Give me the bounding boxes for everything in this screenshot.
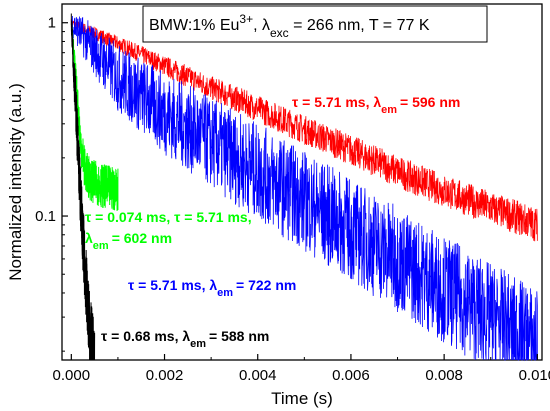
x-tick-label-5: 0.010 <box>519 367 550 384</box>
legend-frame <box>142 5 488 43</box>
annotation-green-line2: λem = 602 nm <box>85 230 172 252</box>
legend-box: BMW:1% Eu3+, λexc = 266 nm, T = 77 K <box>142 5 488 43</box>
x-tick-label-3: 0.006 <box>332 367 370 384</box>
plot-frame <box>61 3 543 361</box>
annotation-red: τ = 5.71 ms, λem = 596 nm <box>292 94 460 116</box>
annotation-green-line1: τ = 0.074 ms, τ = 5.71 ms, <box>85 209 252 225</box>
x-axis-title: Time (s) <box>271 389 333 408</box>
series-2-trace <box>70 22 119 211</box>
y-tick-label-0: 1 <box>48 15 56 32</box>
annotation-black: τ = 0.68 ms, λem = 588 nm <box>101 328 269 350</box>
x-tick-label-2: 0.004 <box>239 367 277 384</box>
x-tick-label-0: 0.000 <box>53 367 91 384</box>
series-3-trace <box>70 13 96 361</box>
x-tick-label-1: 0.002 <box>146 367 184 384</box>
series-0-trace <box>70 18 538 242</box>
series-layer <box>70 13 538 362</box>
x-tick-label-4: 0.008 <box>425 367 463 384</box>
series-1-trace <box>70 15 538 362</box>
y-tick-label-1: 0.1 <box>35 208 56 225</box>
ticks-layer: 0.000 0.002 0.004 0.006 0.008 0.010 1 0.1 <box>35 15 550 384</box>
y-axis-title: Normalized intensity (a.u.) <box>6 83 25 280</box>
legend-text: BMW:1% Eu3+, λexc = 266 nm, T = 77 K <box>149 12 430 40</box>
annotation-blue: τ = 5.71 ms, λem = 722 nm <box>128 277 296 299</box>
